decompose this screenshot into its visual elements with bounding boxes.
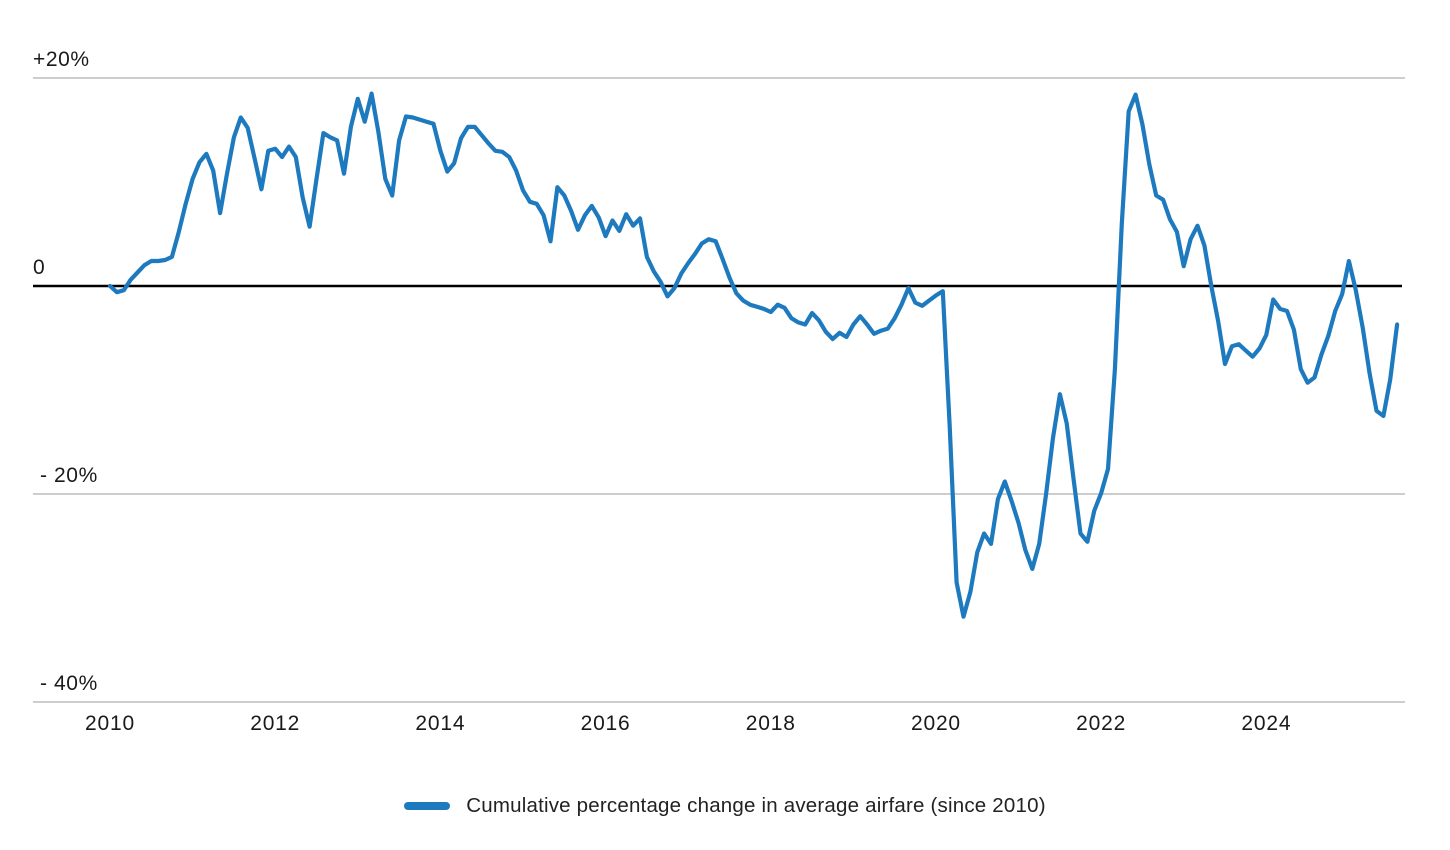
y-tick-label: - 40% [40,672,98,695]
y-tick-label: - 20% [40,464,98,487]
airfare-series-line [107,91,1400,619]
chart-legend: Cumulative percentage change in average … [0,794,1450,818]
legend-line-swatch [404,802,451,810]
x-tick-label-2022: 2022 [1076,712,1127,735]
x-tick-label-2010: 2010 [85,712,135,735]
x-tick-label-2016: 2016 [580,712,631,735]
x-tick-label-2014: 2014 [415,712,466,735]
legend-series-label: Cumulative percentage change in average … [466,794,1046,817]
x-tick-label-2020: 2020 [910,712,961,735]
y-tick-label: 0 [33,256,46,279]
x-tick-label-2012: 2012 [250,712,301,735]
x-tick-label-2024: 2024 [1241,712,1292,735]
y-tick-label: +20% [33,48,90,71]
x-tick-label-2018: 2018 [745,712,796,735]
